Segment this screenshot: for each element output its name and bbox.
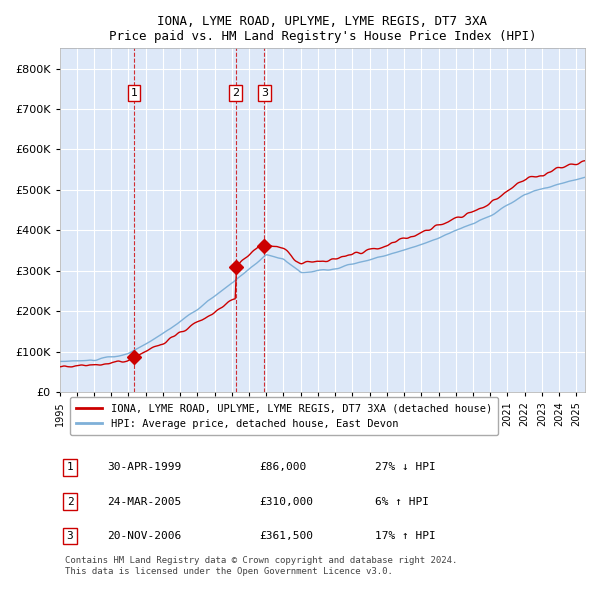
Text: 20-NOV-2006: 20-NOV-2006 <box>107 531 181 541</box>
Text: 3: 3 <box>261 88 268 98</box>
Text: 3: 3 <box>67 531 73 541</box>
Text: 2: 2 <box>232 88 239 98</box>
Text: 2: 2 <box>67 497 73 507</box>
Text: £361,500: £361,500 <box>259 531 313 541</box>
Title: IONA, LYME ROAD, UPLYME, LYME REGIS, DT7 3XA
Price paid vs. HM Land Registry's H: IONA, LYME ROAD, UPLYME, LYME REGIS, DT7… <box>109 15 536 43</box>
Text: Contains HM Land Registry data © Crown copyright and database right 2024.
This d: Contains HM Land Registry data © Crown c… <box>65 556 457 576</box>
Text: 30-APR-1999: 30-APR-1999 <box>107 462 181 472</box>
Text: 17% ↑ HPI: 17% ↑ HPI <box>375 531 436 541</box>
Legend: IONA, LYME ROAD, UPLYME, LYME REGIS, DT7 3XA (detached house), HPI: Average pric: IONA, LYME ROAD, UPLYME, LYME REGIS, DT7… <box>70 398 498 435</box>
Text: 6% ↑ HPI: 6% ↑ HPI <box>375 497 429 507</box>
Text: 1: 1 <box>67 462 73 472</box>
Text: £86,000: £86,000 <box>259 462 307 472</box>
Text: £310,000: £310,000 <box>259 497 313 507</box>
Text: 1: 1 <box>131 88 137 98</box>
Text: 27% ↓ HPI: 27% ↓ HPI <box>375 462 436 472</box>
Text: 24-MAR-2005: 24-MAR-2005 <box>107 497 181 507</box>
